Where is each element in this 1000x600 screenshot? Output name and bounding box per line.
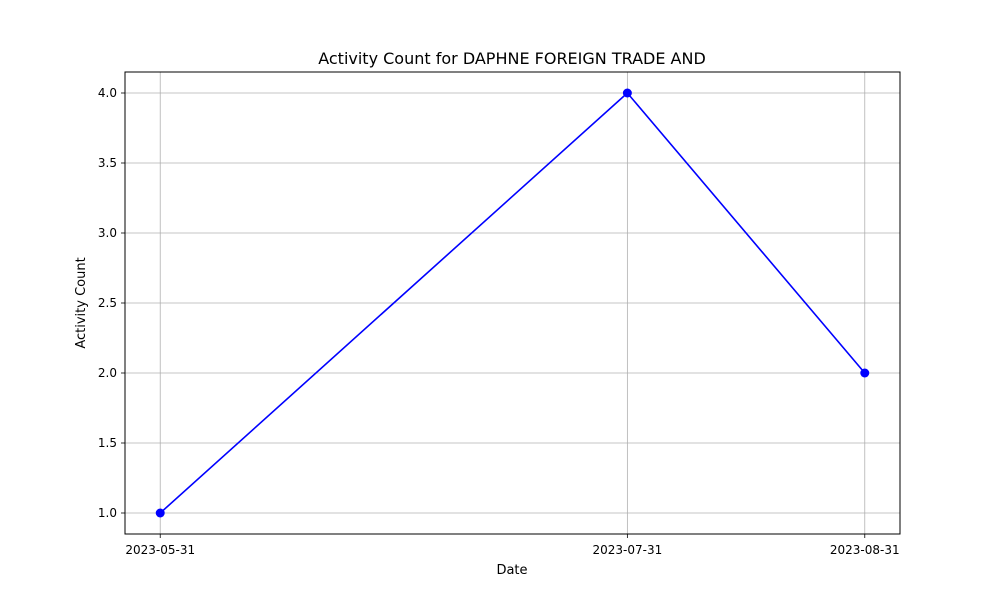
y-tick-label: 2.0 bbox=[98, 366, 117, 380]
y-axis: 1.0 1.5 2.0 2.5 3.0 3.5 4.0 bbox=[98, 86, 125, 520]
y-tick-label: 2.5 bbox=[98, 296, 117, 310]
y-tick-label: 1.5 bbox=[98, 436, 117, 450]
data-point bbox=[155, 508, 165, 518]
series-layer bbox=[155, 88, 870, 518]
x-tick-label: 2023-08-31 bbox=[830, 543, 900, 557]
y-tick-label: 3.0 bbox=[98, 226, 117, 240]
y-tick-label: 3.5 bbox=[98, 156, 117, 170]
data-point bbox=[860, 368, 870, 378]
x-tick-label: 2023-07-31 bbox=[592, 543, 662, 557]
grid bbox=[125, 72, 900, 534]
x-tick-label: 2023-05-31 bbox=[125, 543, 195, 557]
x-axis: 2023-05-31 2023-07-31 2023-08-31 bbox=[125, 534, 900, 557]
data-point bbox=[622, 88, 632, 98]
y-tick-label: 1.0 bbox=[98, 506, 117, 520]
y-tick-label: 4.0 bbox=[98, 86, 117, 100]
chart-title: Activity Count for DAPHNE FOREIGN TRADE … bbox=[318, 49, 706, 68]
y-axis-label: Activity Count bbox=[74, 257, 89, 348]
x-axis-label: Date bbox=[496, 563, 527, 578]
